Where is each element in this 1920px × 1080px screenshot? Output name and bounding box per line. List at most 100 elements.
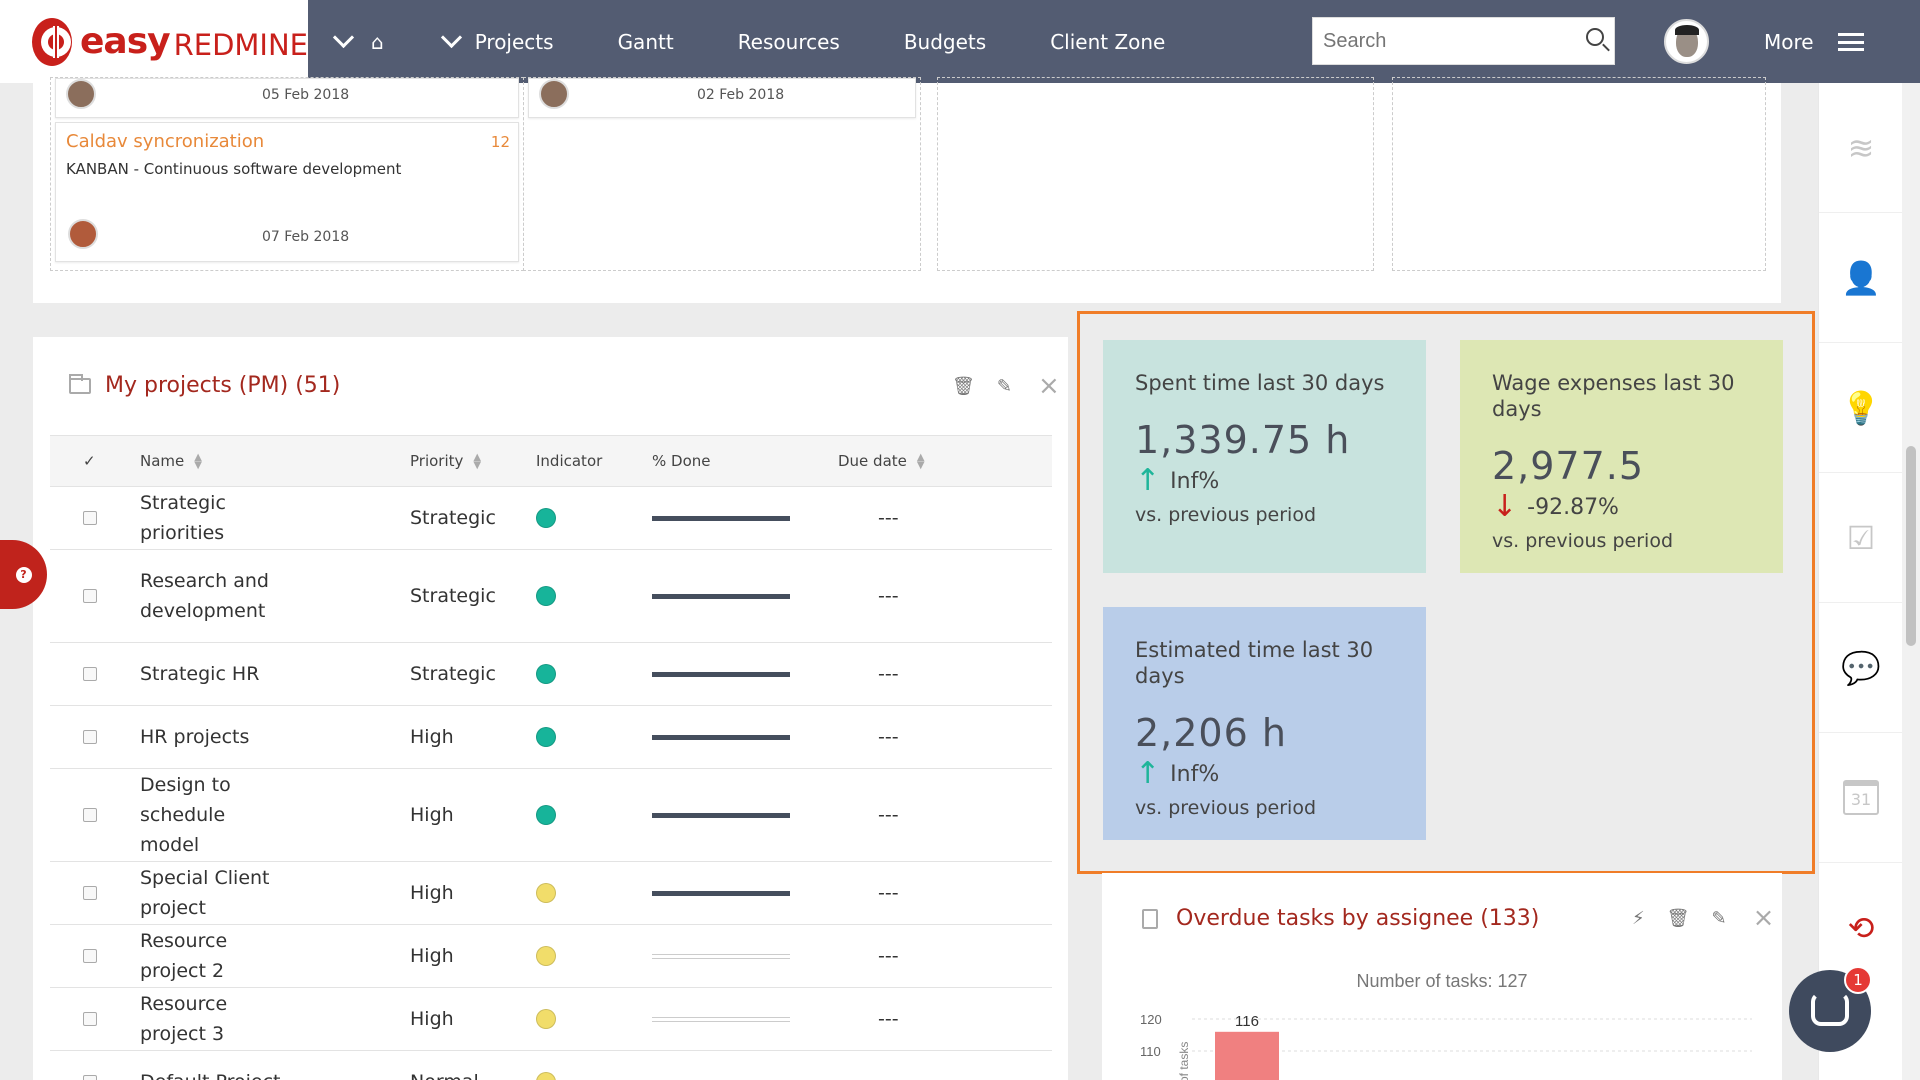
project-name[interactable]: Resource project 2 — [140, 924, 410, 988]
nav-resources[interactable]: Resources — [737, 29, 840, 54]
bar-value-label: 116 — [1235, 1013, 1259, 1030]
table-row[interactable]: Special Client project High --- — [50, 861, 1052, 925]
project-name[interactable]: Resource project 3 — [140, 987, 410, 1051]
project-name[interactable]: Strategic priorities — [140, 486, 410, 550]
tile-value: 1,339.75 h — [1135, 418, 1351, 462]
progress-bar-fill — [652, 734, 790, 740]
row-checkbox-cell — [50, 549, 140, 643]
arrow-down-icon: ↓ — [1492, 489, 1518, 524]
page-scrollbar[interactable] — [1902, 83, 1920, 1080]
column-priority[interactable]: Priority ▲ ▼ — [410, 435, 536, 487]
edit-icon[interactable]: ✎ — [1711, 907, 1727, 929]
delete-icon[interactable]: 🗑 — [1666, 907, 1690, 929]
row-checkbox[interactable] — [83, 808, 97, 822]
user-icon[interactable]: 👤 — [1819, 213, 1903, 343]
project-name[interactable]: Research and development — [140, 549, 410, 643]
row-checkbox[interactable] — [83, 886, 97, 900]
history-icon[interactable]: ⟲ — [1847, 909, 1875, 947]
tile-value: 2,206 h — [1135, 711, 1287, 755]
row-checkbox[interactable] — [83, 589, 97, 603]
wage-expenses-tile[interactable]: Wage expenses last 30 days 2,977.5 ↓ -92… — [1460, 340, 1783, 573]
row-checkbox-cell — [50, 1050, 140, 1080]
kanban-card[interactable]: 05 Feb 2018 — [55, 78, 519, 118]
lightbulb-icon[interactable]: 💡 — [1819, 343, 1903, 473]
edit-icon[interactable]: ✎ — [996, 375, 1012, 397]
sort-icon: ▲ ▼ — [916, 451, 925, 471]
row-checkbox[interactable] — [83, 949, 97, 963]
spent-time-tile[interactable]: Spent time last 30 days 1,339.75 h ↑ Inf… — [1103, 340, 1426, 573]
table-row[interactable]: Research and development Strategic --- — [50, 549, 1052, 643]
help-button[interactable]: ? — [0, 540, 47, 609]
project-name[interactable]: Design to schedule model — [140, 768, 410, 862]
kanban-card[interactable]: Caldav syncronization 12 KANBAN - Contin… — [55, 122, 519, 262]
tile-change-value: Inf% — [1170, 761, 1220, 787]
close-icon[interactable]: × — [1037, 371, 1060, 401]
row-checkbox[interactable] — [83, 1012, 97, 1026]
nav-budgets[interactable]: Budgets — [903, 29, 987, 54]
calendar-day: 31 — [1842, 780, 1880, 815]
tile-change-value: -92.87% — [1527, 494, 1619, 520]
more-menu[interactable]: More — [1764, 0, 1864, 83]
row-checkbox-cell — [50, 642, 140, 706]
nav-projects[interactable]: Projects — [440, 26, 554, 54]
table-row[interactable]: Default Project Normal --- — [50, 1050, 1052, 1080]
project-name[interactable]: Default Project — [140, 1050, 410, 1080]
close-icon[interactable]: × — [1752, 903, 1775, 933]
chart-bar[interactable] — [1215, 1031, 1279, 1080]
table-row[interactable]: Resource project 3 High --- — [50, 987, 1052, 1051]
search-input[interactable] — [1313, 29, 1563, 53]
nav-client-zone[interactable]: Client Zone — [1050, 29, 1166, 54]
logo[interactable]: easy REDMINE — [0, 0, 308, 83]
status-indicator-dot — [536, 664, 556, 684]
kanban-column: 05 Feb 2018 Caldav syncronization 12 KAN… — [50, 77, 524, 271]
table-row[interactable]: Strategic HR Strategic --- — [50, 642, 1052, 706]
checklist-icon[interactable]: ☑ — [1819, 473, 1903, 603]
search-icon[interactable] — [1586, 28, 1604, 46]
user-avatar[interactable] — [1664, 19, 1709, 64]
row-checkbox[interactable] — [83, 1075, 97, 1080]
chat-icon[interactable]: 💬 — [1819, 603, 1903, 733]
panel-tools: ⚡ 🗑 ✎ × — [1610, 903, 1774, 933]
delete-icon[interactable]: 🗑 — [952, 375, 975, 397]
column-due-date[interactable]: Due date ▲ ▼ — [838, 435, 1052, 487]
table-row[interactable]: HR projects High --- — [50, 705, 1052, 769]
panel-title[interactable]: My projects (PM) (51) — [105, 373, 341, 398]
column-priority-label: Priority — [410, 452, 464, 470]
row-checkbox[interactable] — [83, 511, 97, 525]
progress-cell — [652, 486, 838, 550]
projects-table: ✓ Name ▲ ▼ Priority ▲ ▼ Indicator % Done Due… — [50, 435, 1052, 1080]
sort-icon: ▲ ▼ — [194, 451, 202, 471]
kanban-card[interactable]: 02 Feb 2018 — [528, 78, 916, 118]
project-name[interactable]: Special Client project — [140, 861, 410, 925]
nav-gantt[interactable]: Gantt — [617, 29, 674, 54]
avatar — [66, 79, 96, 109]
avatar — [68, 219, 98, 249]
project-name[interactable]: Strategic HR — [140, 642, 410, 706]
nav-dropdown-chevron-icon[interactable] — [332, 26, 355, 49]
estimated-time-tile[interactable]: Estimated time last 30 days 2,206 h ↑ In… — [1103, 607, 1426, 840]
scrollbar-thumb[interactable] — [1906, 446, 1916, 646]
table-row[interactable]: Design to schedule model High --- — [50, 768, 1052, 862]
status-indicator-dot — [536, 805, 556, 825]
table-row[interactable]: Strategic priorities Strategic --- — [50, 486, 1052, 550]
progress-bar — [652, 1016, 790, 1022]
row-checkbox[interactable] — [83, 730, 97, 744]
lightning-icon[interactable]: ⚡ — [1632, 907, 1645, 929]
progress-cell — [652, 861, 838, 925]
calendar-icon[interactable]: 31 — [1819, 733, 1903, 863]
project-due-date: --- — [838, 549, 1052, 643]
tile-change-value: Inf% — [1170, 468, 1220, 494]
activity-icon[interactable]: ≋ — [1819, 83, 1903, 213]
column-name[interactable]: Name ▲ ▼ — [140, 435, 410, 487]
arrow-up-icon: ↑ — [1135, 463, 1161, 498]
row-checkbox[interactable] — [83, 667, 97, 681]
home-icon[interactable]: ⌂ — [371, 29, 384, 54]
sort-icon: ▲ ▼ — [473, 451, 482, 471]
project-name[interactable]: HR projects — [140, 705, 410, 769]
tile-subtitle: vs. previous period — [1135, 797, 1317, 819]
card-title[interactable]: Caldav syncronization — [66, 131, 265, 152]
check-all-header[interactable]: ✓ — [50, 435, 140, 487]
progress-cell — [652, 642, 838, 706]
panel-title[interactable]: Overdue tasks by assignee (133) — [1176, 906, 1540, 931]
table-row[interactable]: Resource project 2 High --- — [50, 924, 1052, 988]
